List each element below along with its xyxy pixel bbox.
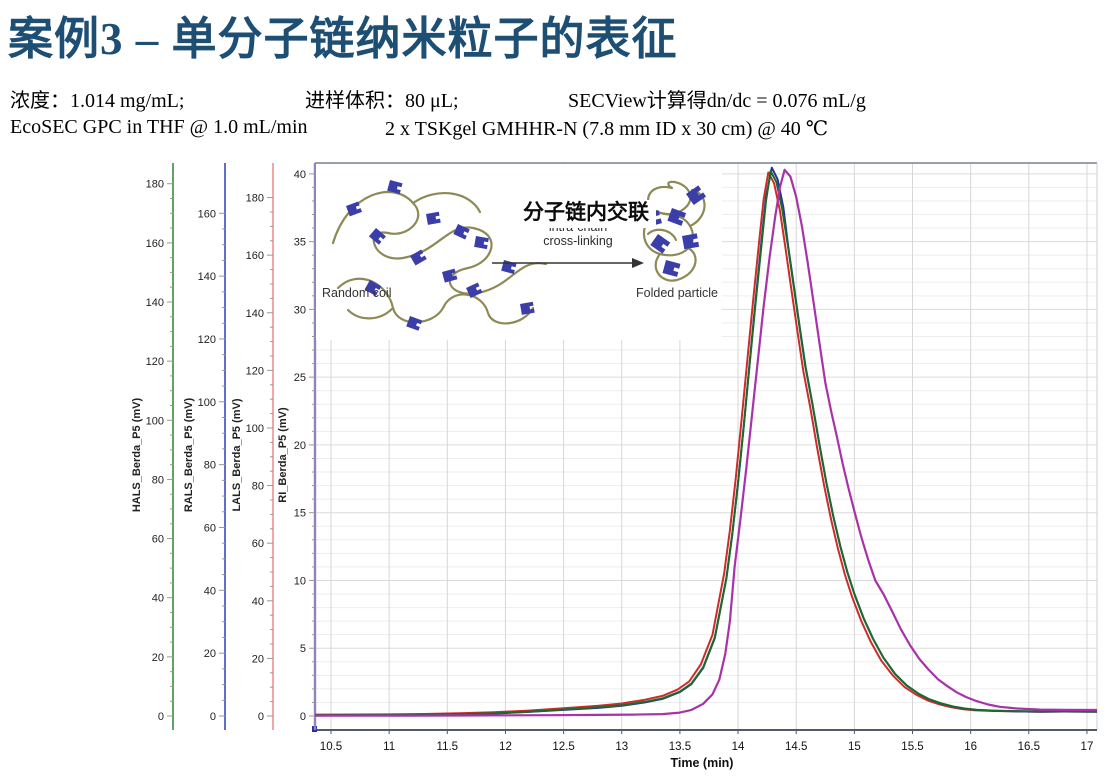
svg-text:140: 140 [198, 271, 216, 283]
svg-text:13.5: 13.5 [669, 741, 691, 753]
svg-text:15: 15 [848, 741, 861, 753]
svg-text:11.5: 11.5 [437, 741, 459, 753]
svg-text:100: 100 [246, 423, 264, 435]
svg-text:60: 60 [252, 538, 264, 550]
svg-text:30: 30 [294, 304, 306, 316]
svg-text:160: 160 [198, 208, 216, 220]
svg-text:0: 0 [300, 711, 306, 723]
svg-text:13: 13 [615, 741, 628, 753]
svg-text:120: 120 [198, 334, 216, 346]
svg-text:120: 120 [246, 365, 264, 377]
svg-text:15: 15 [294, 508, 306, 520]
svg-text:20: 20 [152, 652, 164, 664]
page-title: 案例3 – 单分子链纳米粒子的表征 [8, 14, 678, 64]
svg-text:140: 140 [246, 308, 264, 320]
method-line: EcoSEC GPC in THF @ 1.0 mL/min 2 x TSKge… [0, 116, 1118, 142]
folded-particle-label: Folded particle [636, 286, 718, 300]
random-coil-label: Random coil [322, 286, 392, 300]
info-line: 浓度：1.014 mg/mL; 进样体积：80 μL; SECView计算得dn… [0, 84, 1118, 112]
svg-text:16: 16 [964, 741, 977, 753]
curve-LALS_Berda_P5 [315, 171, 1097, 716]
svg-text:25: 25 [294, 372, 306, 384]
crosslinking-en-line2: cross-linking [543, 233, 613, 248]
svg-text:180: 180 [146, 179, 164, 191]
svg-text:5: 5 [300, 643, 306, 655]
injection-volume-text: 进样体积：80 μL; [305, 90, 459, 112]
right-arrow-icon [492, 258, 644, 268]
svg-text:0: 0 [158, 711, 164, 723]
svg-text:15.5: 15.5 [901, 741, 923, 753]
x-axis-title: Time (min) [671, 756, 734, 770]
svg-text:80: 80 [252, 481, 264, 493]
svg-text:40: 40 [252, 596, 264, 608]
svg-text:17: 17 [1081, 741, 1094, 753]
svg-text:40: 40 [294, 169, 306, 181]
plot-borders [312, 162, 1098, 732]
svg-text:100: 100 [198, 397, 216, 409]
svg-text:0: 0 [258, 711, 264, 723]
secview-dndc-text: SECView计算得dn/dc = 0.076 mL/g [568, 90, 866, 112]
y-axis-title: LALS_Berda_P5 (mV) [231, 398, 243, 511]
curve-HALS_Berda_P5 [315, 170, 1097, 717]
svg-text:20: 20 [252, 653, 264, 665]
svg-text:100: 100 [146, 415, 164, 427]
svg-text:40: 40 [152, 593, 164, 605]
x-axis: 10.5 11 11.5 12 12.5 13 13.5 14 14.5 15 15.5 16 16.5… [320, 730, 1094, 753]
random-coil-illustration [331, 180, 548, 331]
svg-text:140: 140 [146, 297, 164, 309]
reaction-scheme-inset: 分子链内交联 intra-chain cross-linking Random … [316, 164, 722, 340]
svg-text:16.5: 16.5 [1018, 741, 1040, 753]
svg-text:14: 14 [732, 741, 745, 753]
svg-text:14.5: 14.5 [785, 741, 807, 753]
concentration-text: 浓度：1.014 mg/mL; [10, 90, 185, 112]
series-curves [315, 166, 1097, 717]
svg-text:20: 20 [204, 648, 216, 660]
svg-text:160: 160 [146, 238, 164, 250]
y-axis-title: RALS_Berda_P5 (mV) [183, 398, 195, 513]
svg-text:80: 80 [204, 460, 216, 472]
svg-text:20: 20 [294, 440, 306, 452]
y-axis-title: RI_Berda_P5 (mV) [277, 407, 289, 503]
svg-text:120: 120 [146, 356, 164, 368]
gpc-system-text: EcoSEC GPC in THF @ 1.0 mL/min [10, 116, 308, 138]
svg-text:10: 10 [294, 575, 306, 587]
svg-text:12.5: 12.5 [552, 741, 574, 753]
plot-grid [315, 163, 1097, 730]
svg-text:60: 60 [204, 522, 216, 534]
svg-text:160: 160 [246, 250, 264, 262]
svg-text:40: 40 [204, 585, 216, 597]
svg-text:35: 35 [294, 237, 306, 249]
svg-text:12: 12 [499, 741, 512, 753]
svg-text:60: 60 [152, 534, 164, 546]
svg-text:180: 180 [246, 193, 264, 205]
column-text: 2 x TSKgel GMHHR-N (7.8 mm ID x 30 cm) @… [385, 118, 829, 140]
svg-text:11: 11 [383, 741, 395, 753]
crosslinking-cn-label: 分子链内交联 [516, 200, 656, 228]
crosslinker-blocks [346, 180, 535, 331]
curve-RI_Berda_P5 [315, 168, 1097, 717]
svg-text:80: 80 [152, 474, 164, 486]
svg-text:10.5: 10.5 [320, 741, 342, 753]
y-axis-title: HALS_Berda_P5 (mV) [131, 398, 143, 513]
svg-text:0: 0 [210, 711, 216, 723]
